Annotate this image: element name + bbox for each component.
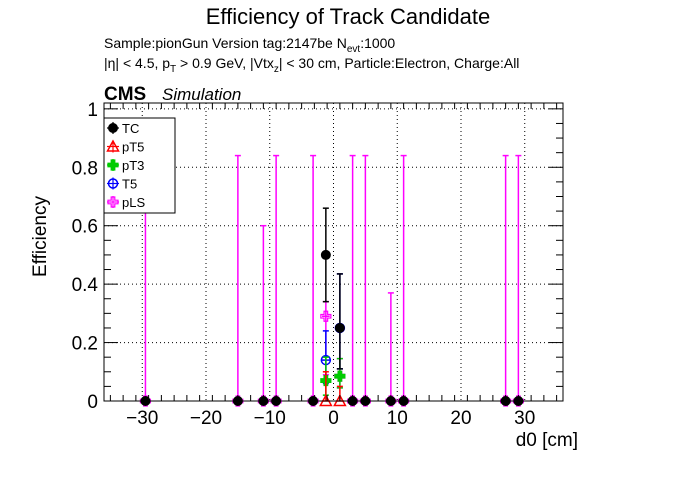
legend-pt5-marker bbox=[106, 139, 120, 152]
legend-entry-t5: T5 bbox=[107, 177, 137, 192]
pls-data-point bbox=[320, 310, 332, 322]
y-tick-label: 1 bbox=[87, 100, 98, 121]
y-tick-label: 0.4 bbox=[72, 275, 99, 296]
y-axis-label: Efficiency bbox=[30, 196, 51, 277]
subtitle-line2-part3: z bbox=[274, 64, 279, 75]
subtitle-line1-main: Sample:pionGun Version tag:2147be N bbox=[104, 35, 347, 51]
pt3-data-point bbox=[334, 370, 346, 382]
subtitle-line2-part1: T bbox=[170, 64, 176, 75]
cms-label: CMS bbox=[104, 84, 146, 105]
tc-data-point bbox=[320, 249, 331, 260]
legend-t5-marker bbox=[107, 178, 119, 189]
legend-pls-marker bbox=[107, 196, 119, 208]
legend-entry-pt3: pT3 bbox=[107, 158, 144, 173]
x-tick-label: −10 bbox=[254, 408, 286, 429]
x-tick-label: −30 bbox=[126, 408, 158, 429]
subtitle-line1-sub: evt bbox=[347, 44, 361, 55]
chart-title: Efficiency of Track Candidate bbox=[206, 4, 491, 29]
grid bbox=[104, 103, 563, 402]
legend-t5-label: T5 bbox=[122, 177, 137, 192]
chart-subtitle-line2: |η| < 4.5, pT > 0.9 GeV, |Vtxz| < 30 cm,… bbox=[104, 55, 519, 75]
tc-data-point bbox=[334, 322, 345, 333]
subtitle-line2-part4: | < 30 cm, Particle:Electron, Charge:All bbox=[279, 55, 520, 71]
x-tick-label: −20 bbox=[190, 408, 222, 429]
x-tick-label: 30 bbox=[514, 408, 535, 429]
legend: TC pT5 pT3 T5 pLS bbox=[103, 117, 176, 214]
legend-pls-label: pLS bbox=[122, 195, 145, 210]
y-tick-label: 0.2 bbox=[72, 334, 98, 355]
x-tick-label: 20 bbox=[450, 408, 471, 429]
y-tick-label: 0 bbox=[87, 392, 98, 413]
x-tick-label: 10 bbox=[387, 408, 408, 429]
x-axis-label: d0 [cm] bbox=[516, 430, 578, 451]
axes: −30 −20 −10 0 10 20 30 0 0.2 0.4 0.6 0.8 1 bbox=[72, 100, 563, 429]
legend-pt3-label: pT3 bbox=[122, 158, 144, 173]
legend-pt3-marker bbox=[107, 159, 119, 171]
x-tick-label: 0 bbox=[328, 408, 339, 429]
legend-entry-pt5: pT5 bbox=[106, 139, 144, 155]
legend-tc-label: TC bbox=[122, 121, 139, 136]
chart-subtitle-line1: Sample:pionGun Version tag:2147be Nevt:1… bbox=[104, 35, 395, 55]
y-tick-label: 0.8 bbox=[72, 158, 98, 179]
subtitle-line1-tail: :1000 bbox=[360, 35, 395, 51]
legend-tc-marker bbox=[108, 123, 118, 133]
y-tick-label: 0.6 bbox=[72, 217, 98, 238]
legend-entry-tc: TC bbox=[107, 121, 139, 136]
series-pls bbox=[139, 154, 524, 407]
subtitle-line2-part2: > 0.9 GeV, |Vtx bbox=[176, 55, 274, 71]
subtitle-line2-part0: |η| < 4.5, p bbox=[104, 55, 170, 71]
legend-entry-pls: pLS bbox=[107, 195, 145, 210]
plot-frame bbox=[103, 102, 564, 402]
legend-pt5-label: pT5 bbox=[122, 140, 144, 155]
simulation-label: Simulation bbox=[162, 85, 241, 104]
